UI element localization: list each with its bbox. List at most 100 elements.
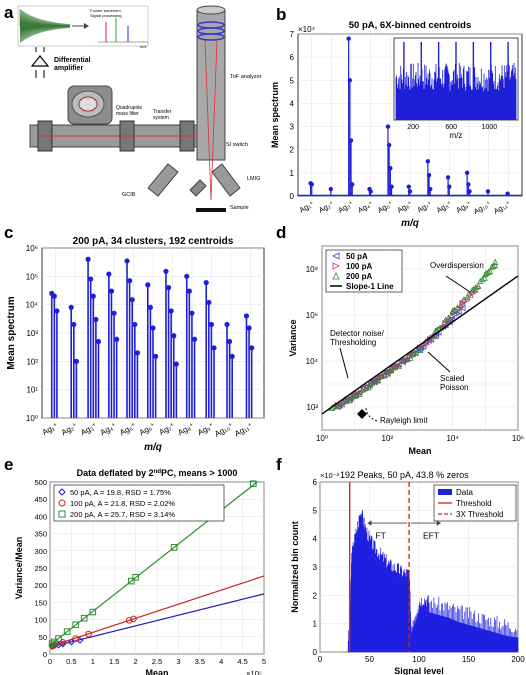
data-point xyxy=(203,280,209,286)
chart-title: 50 pA, 6X-binned centroids xyxy=(349,20,471,31)
tick-label: Ag₁₁⁺ xyxy=(492,199,512,216)
data-point xyxy=(392,364,399,371)
data-point xyxy=(332,252,340,260)
inset-x-tick-label: 1000 xyxy=(482,124,498,131)
legend-label: Slope-1 Line xyxy=(346,282,394,291)
data-point xyxy=(385,370,392,377)
y-tick-label: 0 xyxy=(290,192,295,201)
y-tick-label: 5 xyxy=(290,76,295,85)
x-tick-label: 0 xyxy=(48,657,52,666)
data-point xyxy=(80,614,88,622)
data-point xyxy=(346,36,351,41)
data-point xyxy=(145,282,151,288)
data-point xyxy=(485,189,491,194)
data-point xyxy=(88,276,94,282)
y-tick-label: 2 xyxy=(290,146,295,155)
data-point xyxy=(130,615,137,623)
data-point xyxy=(58,488,66,496)
data-point xyxy=(132,321,138,328)
legend-label: 50 pA, A = 19.8, RSD = 1.75% xyxy=(70,488,171,497)
legend-label: Data xyxy=(456,488,473,497)
tick-label: Ag₁₁⁺ xyxy=(233,421,254,438)
x-axis-label: Signal level xyxy=(394,666,444,675)
y-tick-label: 10⁰ xyxy=(26,414,38,423)
legend-box xyxy=(53,484,225,522)
data-point xyxy=(389,184,394,189)
x-tick-label: 4.5 xyxy=(237,657,247,666)
y-tick-label: 1 xyxy=(313,620,318,629)
y-tick-label: 0 xyxy=(43,650,47,659)
data-point xyxy=(490,262,497,269)
tick-label: Ag₆⁺ xyxy=(138,421,157,437)
data-point xyxy=(467,291,474,298)
gcib-label: GCIB xyxy=(122,192,136,198)
data-point xyxy=(399,357,406,364)
data-point xyxy=(224,321,230,328)
inset-x-axis-label: m/z xyxy=(450,131,463,140)
y-tick-label: 200 xyxy=(34,581,47,590)
data-point xyxy=(170,544,178,551)
y-axis-label: Variance/Mean xyxy=(14,537,24,600)
x-tick-label: 1.5 xyxy=(109,657,119,666)
panel-label-b: b xyxy=(276,5,286,24)
data-point xyxy=(186,288,192,294)
rayleigh-marker xyxy=(357,409,367,419)
data-point xyxy=(73,358,80,364)
data-point xyxy=(153,353,159,359)
x-tick-label: 3.5 xyxy=(195,657,205,666)
data-point xyxy=(386,366,394,374)
data-point xyxy=(466,182,471,187)
y-tick-label: 10² xyxy=(26,357,38,366)
y-tick-label: 10¹ xyxy=(26,386,38,395)
amplifier-symbol: Differential amplifier xyxy=(30,47,91,78)
tick-label: Ag₂⁺ xyxy=(317,199,335,215)
data-point xyxy=(206,299,212,306)
data-point xyxy=(124,258,130,264)
x-tick-label: 5 xyxy=(262,657,266,666)
y-tick-label: 450 xyxy=(34,495,47,504)
legend-box xyxy=(325,249,403,293)
data-point xyxy=(168,308,174,314)
data-point xyxy=(208,321,215,328)
transient-signal-plot: Fourier transform Signal processing m/z xyxy=(17,5,149,49)
data-point xyxy=(491,261,499,269)
data-point xyxy=(365,384,372,391)
y-tick-label: 3 xyxy=(313,563,318,572)
ft-arrowhead xyxy=(367,520,372,526)
x-tick-label: 4 xyxy=(219,657,223,666)
data-point xyxy=(111,310,117,316)
data-point xyxy=(58,510,66,518)
y-axis-label: Variance xyxy=(288,319,298,356)
tick-label: Ag₉⁺ xyxy=(196,421,215,437)
histogram-spikes xyxy=(347,509,518,650)
y-axis-label: Mean spectrum xyxy=(6,296,17,369)
x-tick-label: 10² xyxy=(382,434,394,443)
x-tick-label: 2.5 xyxy=(152,657,162,666)
tick-label: Ag₁₀⁺ xyxy=(213,421,235,439)
data-point xyxy=(487,267,494,275)
data-point xyxy=(163,268,169,274)
data-point xyxy=(341,400,348,407)
data-point xyxy=(58,499,66,507)
legend-label: 100 pA xyxy=(346,262,372,271)
data-point xyxy=(54,308,60,314)
annotation-arrow xyxy=(365,406,378,422)
data-point xyxy=(485,268,492,275)
gun-columns: GCIB LMIG Sample xyxy=(122,163,260,212)
signal-processing-label: Signal processing xyxy=(90,13,122,18)
data-point xyxy=(423,341,430,348)
tick-label: Ag₇⁺ xyxy=(157,421,176,437)
chart-title: Data deflated by 2ndPC, means > 1000 xyxy=(77,468,238,478)
data-point xyxy=(491,258,499,266)
y-tick-label: 2 xyxy=(313,591,318,600)
data-point xyxy=(128,577,135,585)
data-point xyxy=(309,182,314,187)
data-point xyxy=(59,639,67,646)
mz-label: m/z xyxy=(140,44,146,49)
chart-d-variance-vs-mean: 10⁰ 10² 10⁴ 10⁶ 10² 10⁴ 10⁶ 10⁸ Mean Variance 50 p… xyxy=(288,245,524,456)
annotation-scaled-poisson-2: Poisson xyxy=(440,383,468,392)
data-point xyxy=(125,616,133,624)
data-point xyxy=(505,191,510,196)
data-point xyxy=(67,638,75,646)
tick-label: Ag₈⁺ xyxy=(176,421,196,437)
